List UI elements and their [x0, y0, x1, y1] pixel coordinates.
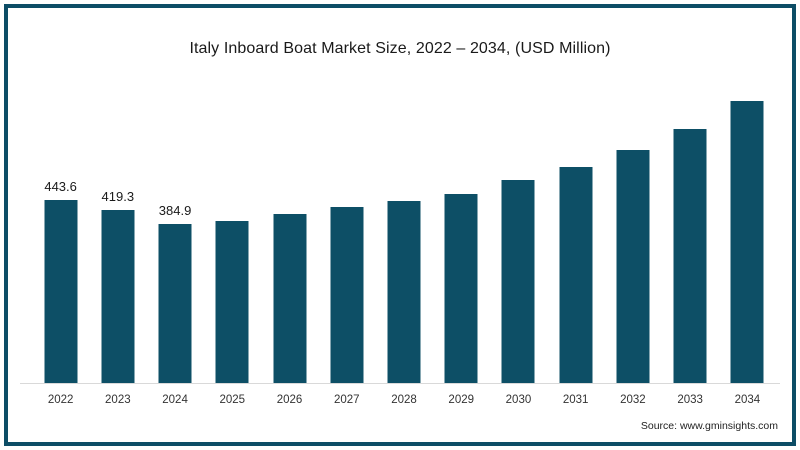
bar-value-label: 443.6 [44, 178, 77, 194]
bar[interactable] [44, 199, 78, 384]
bar-series: 443.6 419.3 384.9 [32, 68, 776, 384]
bar[interactable] [673, 128, 707, 384]
x-tick-label: 2026 [276, 394, 303, 406]
bar-slot [375, 68, 432, 384]
x-tick-label: 2031 [562, 394, 589, 406]
x-tick-label: 2034 [734, 394, 761, 406]
bar[interactable] [215, 221, 249, 384]
bar-slot [318, 68, 375, 384]
bar-slot [547, 68, 604, 384]
bar-slot [204, 68, 261, 384]
bar-slot [662, 68, 719, 384]
chart-title: Italy Inboard Boat Market Size, 2022 – 2… [189, 40, 611, 57]
bar-value-label: 384.9 [158, 202, 192, 218]
x-tick-label: 2027 [333, 394, 360, 406]
x-tick-label: 2025 [219, 394, 246, 406]
bar-slot [261, 68, 318, 384]
bar-slot [433, 68, 490, 384]
bar[interactable] [616, 149, 650, 384]
bar-slot: 384.9 [146, 68, 203, 384]
x-axis-line [20, 383, 780, 384]
x-tick-label: 2024 [162, 394, 188, 406]
x-tick-label: 2023 [105, 394, 131, 406]
bar[interactable] [330, 206, 364, 384]
chart-frame: Italy Inboard Boat Market Size, 2022 – 2… [4, 4, 796, 446]
bar[interactable] [444, 193, 478, 384]
x-tick-label: 2033 [677, 394, 703, 406]
bar[interactable] [158, 223, 192, 384]
bar-slot [604, 68, 661, 384]
bar-value-label: 419.3 [101, 188, 135, 204]
source-credit: Source: www.gminsights.com [640, 420, 778, 432]
bar[interactable] [559, 166, 593, 384]
bar[interactable] [730, 101, 764, 384]
bar[interactable] [501, 180, 535, 384]
x-tick-label: 2022 [47, 394, 74, 406]
x-tick-label: 2032 [620, 394, 646, 406]
x-tick-label: 2029 [448, 394, 475, 406]
bar[interactable] [273, 213, 307, 384]
plot-area: 443.6 419.3 384.9 [32, 68, 776, 384]
bar[interactable] [101, 209, 135, 384]
bar-slot: 443.6 [32, 68, 89, 384]
x-tick-label: 2030 [505, 394, 532, 406]
bar-slot [719, 68, 776, 384]
x-axis-tick-labels: 2022 2023 2024 2025 2026 2027 2028 2029 2030 2031… [32, 394, 776, 412]
bar[interactable] [387, 201, 421, 384]
x-tick-label: 2028 [391, 394, 417, 406]
bar-slot: 419.3 [89, 68, 146, 384]
bar-slot [490, 68, 547, 384]
